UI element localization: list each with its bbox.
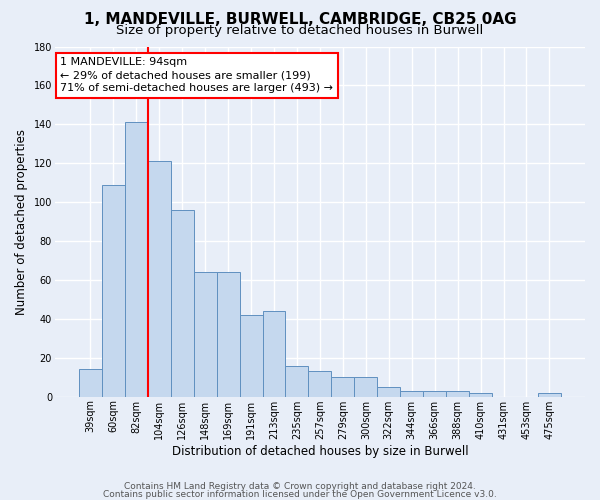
Text: Size of property relative to detached houses in Burwell: Size of property relative to detached ho… [116,24,484,37]
Bar [125,122,148,396]
Bar [423,391,446,396]
Bar [217,272,239,396]
Text: 1 MANDEVILLE: 94sqm
← 29% of detached houses are smaller (199)
71% of semi-detac: 1 MANDEVILLE: 94sqm ← 29% of detached ho… [60,57,333,94]
Bar [102,184,125,396]
Bar [377,387,400,396]
X-axis label: Distribution of detached houses by size in Burwell: Distribution of detached houses by size … [172,444,468,458]
Bar [308,372,331,396]
Text: Contains public sector information licensed under the Open Government Licence v3: Contains public sector information licen… [103,490,497,499]
Bar [446,391,469,396]
Bar [171,210,194,396]
Bar [286,366,308,396]
Bar [194,272,217,396]
Text: Contains HM Land Registry data © Crown copyright and database right 2024.: Contains HM Land Registry data © Crown c… [124,482,476,491]
Bar [538,393,561,396]
Bar [263,311,286,396]
Bar [469,393,492,396]
Bar [148,162,171,396]
Text: 1, MANDEVILLE, BURWELL, CAMBRIDGE, CB25 0AG: 1, MANDEVILLE, BURWELL, CAMBRIDGE, CB25 … [83,12,517,28]
Bar [331,377,355,396]
Bar [355,377,377,396]
Bar [400,391,423,396]
Y-axis label: Number of detached properties: Number of detached properties [15,128,28,314]
Bar [239,315,263,396]
Bar [79,370,102,396]
